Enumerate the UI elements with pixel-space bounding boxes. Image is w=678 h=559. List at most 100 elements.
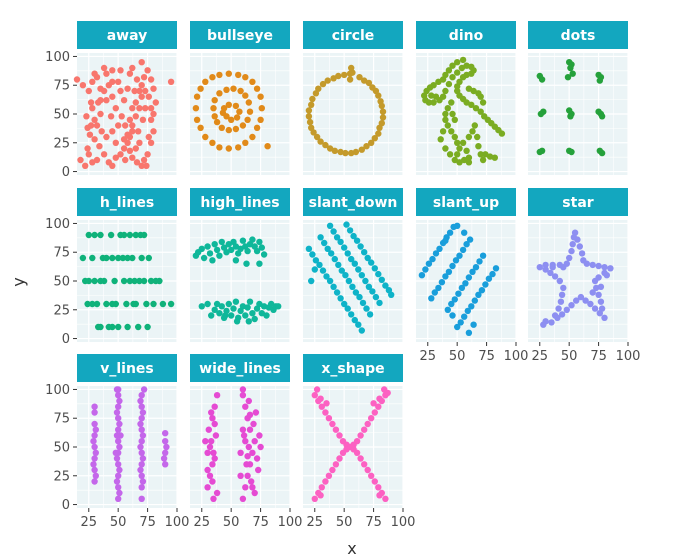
data-point: [129, 65, 135, 71]
data-point: [567, 65, 573, 71]
data-point: [86, 151, 92, 157]
data-point: [226, 301, 232, 307]
data-point: [380, 109, 386, 115]
data-point: [202, 79, 208, 85]
data-point: [307, 119, 313, 125]
data-point: [162, 438, 168, 444]
data-point: [146, 255, 152, 261]
data-point: [466, 134, 472, 140]
data-point: [208, 409, 214, 415]
data-point: [592, 278, 598, 284]
data-point: [161, 455, 167, 461]
data-point: [139, 484, 145, 490]
data-point: [308, 125, 314, 131]
data-point: [370, 400, 376, 406]
data-point: [240, 238, 246, 244]
data-point: [446, 269, 452, 275]
data-point: [115, 461, 121, 467]
data-point: [101, 88, 107, 94]
data-point: [257, 117, 263, 123]
data-point: [109, 301, 115, 307]
data-point: [454, 140, 460, 146]
data-point: [139, 438, 145, 444]
data-point: [163, 444, 169, 450]
x-tick-label: 50: [223, 515, 240, 530]
data-point: [480, 99, 486, 105]
data-point: [347, 227, 353, 233]
data-point: [352, 261, 358, 267]
data-point: [442, 111, 448, 117]
data-point: [469, 128, 475, 134]
data-point: [256, 239, 262, 245]
data-point: [435, 285, 441, 291]
data-point: [440, 94, 446, 100]
data-point: [345, 250, 351, 256]
y-tick-label: 0: [62, 165, 70, 180]
data-point: [219, 239, 225, 245]
data-point: [317, 396, 323, 402]
data-point: [133, 99, 139, 105]
data-point: [108, 232, 114, 238]
data-point: [343, 221, 349, 227]
data-point: [479, 287, 485, 293]
data-point: [97, 324, 103, 330]
data-point: [442, 117, 448, 123]
data-point: [313, 90, 319, 96]
data-point: [314, 134, 320, 140]
data-point: [452, 117, 458, 123]
data-point: [202, 438, 208, 444]
data-point: [355, 322, 361, 328]
data-point: [379, 277, 385, 283]
facet-strip-label: h_lines: [100, 195, 154, 211]
x-tick-label: 75: [252, 515, 269, 530]
data-point: [367, 311, 373, 317]
x-tick-label: 100: [278, 515, 303, 530]
data-point: [264, 143, 270, 149]
data-point: [129, 155, 135, 161]
data-point: [96, 143, 102, 149]
data-point: [598, 284, 604, 290]
data-point: [539, 76, 545, 82]
data-point: [210, 450, 216, 456]
data-point: [209, 461, 215, 467]
data-point: [111, 278, 117, 284]
data-point: [348, 65, 354, 71]
y-tick-label: 75: [53, 412, 70, 427]
data-point: [208, 438, 214, 444]
data-point: [480, 253, 486, 259]
data-point: [237, 473, 243, 479]
data-point: [380, 114, 386, 120]
data-point: [117, 88, 123, 94]
y-tick-label: 50: [53, 108, 70, 123]
data-point: [162, 430, 168, 436]
data-point: [259, 105, 265, 111]
y-tick-label: 50: [53, 275, 70, 290]
data-point: [193, 105, 199, 111]
data-point: [466, 274, 472, 280]
data-point: [361, 427, 367, 433]
data-point: [139, 94, 145, 100]
data-point: [91, 432, 97, 438]
data-point: [97, 278, 103, 284]
data-point: [454, 69, 460, 75]
data-point: [489, 271, 495, 277]
data-point: [461, 314, 467, 320]
data-point: [306, 246, 312, 252]
x-tick-label: 25: [531, 349, 548, 364]
data-point: [144, 324, 150, 330]
data-point: [348, 311, 354, 317]
data-point: [127, 278, 133, 284]
data-point: [135, 324, 141, 330]
data-point: [139, 392, 145, 398]
data-point: [447, 230, 453, 236]
data-point: [115, 392, 121, 398]
data-point: [144, 67, 150, 73]
facet-strip-label: away: [107, 28, 148, 44]
data-point: [357, 243, 363, 249]
data-point: [354, 450, 360, 456]
data-point: [242, 92, 248, 98]
data-point: [103, 134, 109, 140]
data-point: [256, 261, 262, 267]
data-point: [442, 88, 448, 94]
data-point: [109, 255, 115, 261]
